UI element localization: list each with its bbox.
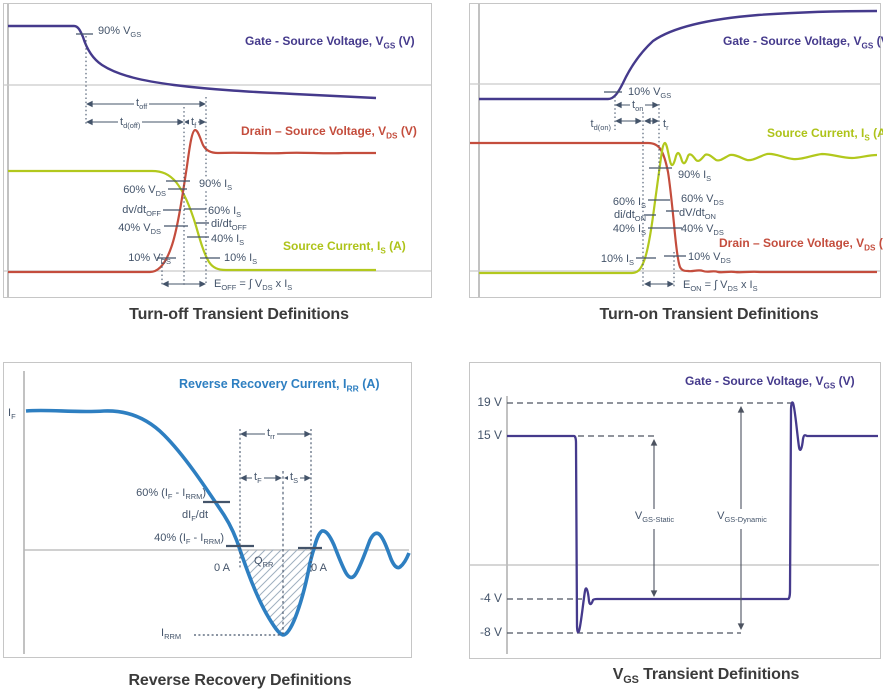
label-dvdt-off: dv/dtOFF [122, 204, 161, 219]
level-dashes [507, 402, 791, 634]
label-didt-on: di/dtON [614, 209, 646, 224]
label-40pct-vds: 40% VDS [681, 223, 724, 238]
vgs-transient-plot [470, 396, 879, 654]
label-zero-amp-left: 0 A [214, 562, 230, 574]
is-curve [8, 169, 376, 272]
axes-grid [470, 396, 879, 654]
series-label-vgs: Gate - Source Voltage, VGS (V) [723, 34, 883, 51]
caption-turn-on: Turn-on Transient Definitions [599, 306, 819, 323]
vgs-curve [8, 24, 377, 100]
label-dif-dt: dIF/dt [182, 509, 208, 524]
label-19v: 19 V [477, 395, 502, 409]
vds-curve [470, 141, 877, 274]
axes-grid [23, 371, 409, 654]
label-trr: trr [265, 427, 278, 442]
label-dvdt-on: dV/dtON [679, 207, 716, 222]
panel-vgs-transient: Gate - Source Voltage, VGS (V) 19 V 15 V… [469, 362, 881, 659]
label-td-off: td(off) [118, 116, 143, 131]
label-vgs-dynamic: VGS-Dynamic [717, 510, 767, 525]
turn-on-plot [470, 4, 880, 297]
series-label-vds: Drain – Source Voltage, VDS (V) [719, 236, 883, 253]
label-vgs-static: VGS-Static [634, 510, 675, 525]
label-minus4v: -4 V [479, 591, 502, 605]
measure-arrows [650, 406, 745, 630]
label-60pct-if: 60% (IF - IRRM) [136, 487, 206, 502]
series-label-irr: Reverse Recovery Current, IRR (A) [179, 377, 380, 394]
label-40pct-is: 40% IS [211, 233, 245, 248]
label-td-on: td(on) [590, 118, 612, 133]
caption-reverse-recovery: Reverse Recovery Definitions [128, 672, 352, 689]
vgs-curve [507, 401, 878, 634]
label-90pct-is: 90% IS [197, 178, 235, 193]
label-didt-off: di/dtOFF [211, 218, 247, 233]
label-60pct-vds: 60% VDS [681, 193, 724, 208]
label-90pct-vgs: 90% VGS [98, 25, 142, 40]
panel-turn-on: 10% VGS Gate - Source Voltage, VGS (V) t… [469, 3, 883, 298]
label-irrm: IRRM [161, 627, 182, 642]
label-60pct-vds: 60% VDS [123, 184, 166, 199]
is-curve [479, 141, 878, 275]
panel-turn-off: 90% VGS Gate - Source Voltage, VGS (V) t… [3, 3, 432, 298]
label-minus8v: -8 V [479, 625, 502, 639]
label-ts: tS [288, 471, 301, 486]
dimension-lines [604, 91, 686, 288]
label-if: IF [8, 407, 16, 422]
label-tf: tF [252, 471, 264, 486]
label-10pct-vgs: 10% VGS [628, 86, 672, 101]
caption-vgs-transient: VGS Transient Definitions [612, 666, 800, 687]
irr-curve [25, 408, 411, 637]
label-15v: 15 V [477, 428, 502, 442]
series-label-vgs: Gate - Source Voltage, VGS (V) [245, 34, 415, 51]
vds-curve [8, 128, 376, 274]
label-40pct-vds: 40% VDS [118, 222, 161, 237]
label-60pct-is: 60% IS [612, 196, 646, 211]
reverse-recovery-plot [23, 371, 411, 654]
label-40pct-if: 40% (IF - IRRM) [154, 532, 224, 547]
label-90pct-is: 90% IS [676, 169, 714, 184]
label-40pct-is: 40% IS [612, 223, 646, 238]
series-label-vgs: Gate - Source Voltage, VGS (V) [685, 374, 855, 391]
label-toff: toff [134, 97, 150, 112]
label-10pct-is: 10% IS [224, 252, 258, 267]
label-10pct-vds: 10% VDS [128, 252, 171, 267]
vgs-curve [479, 9, 878, 101]
label-tr: tr [663, 118, 669, 133]
label-zero-amp-right: 0 A [311, 562, 327, 574]
label-eoff-formula: EOFF = ∫ VDS x IS [214, 278, 293, 293]
label-ton: ton [630, 99, 646, 114]
turn-off-plot [4, 4, 431, 297]
caption-turn-off: Turn-off Transient Definitions [129, 306, 349, 323]
series-label-is: Source Current, IS (A) [767, 126, 883, 143]
series-label-is: Source Current, IS (A) [283, 239, 406, 256]
panel-reverse-recovery: Reverse Recovery Current, IRR (A) IF trr… [3, 362, 412, 658]
label-eon-formula: EON = ∫ VDS x IS [683, 279, 758, 294]
series-label-vds: Drain – Source Voltage, VDS (V) [241, 124, 417, 141]
label-10pct-vds: 10% VDS [688, 251, 731, 266]
label-60pct-is: 60% IS [208, 205, 242, 220]
label-10pct-is: 10% IS [600, 253, 634, 268]
label-tf: tf [189, 116, 199, 131]
label-qrr: QRR [254, 555, 274, 570]
dimension-lines [76, 33, 220, 288]
